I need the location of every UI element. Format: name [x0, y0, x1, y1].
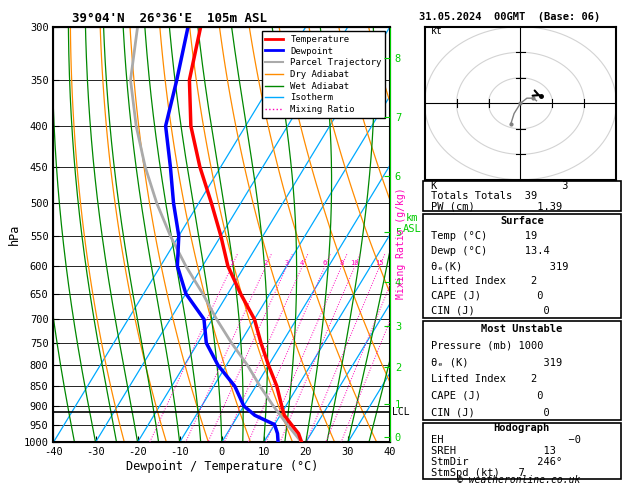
- Text: 31.05.2024  00GMT  (Base: 06): 31.05.2024 00GMT (Base: 06): [419, 12, 600, 22]
- Text: PW (cm)          1.39: PW (cm) 1.39: [431, 201, 562, 211]
- Text: EH                    −0: EH −0: [431, 434, 581, 445]
- Text: θₑ(K)              319: θₑ(K) 319: [431, 261, 568, 271]
- Y-axis label: hPa: hPa: [8, 224, 21, 245]
- Text: Surface: Surface: [500, 216, 543, 226]
- Text: CIN (J)           0: CIN (J) 0: [431, 407, 549, 417]
- Text: 15: 15: [375, 260, 384, 266]
- Text: Dewp (°C)      13.4: Dewp (°C) 13.4: [431, 246, 549, 256]
- Text: CAPE (J)         0: CAPE (J) 0: [431, 291, 543, 301]
- Text: θₑ (K)            319: θₑ (K) 319: [431, 357, 562, 367]
- Text: CIN (J)           0: CIN (J) 0: [431, 306, 549, 316]
- Text: Lifted Index    2: Lifted Index 2: [431, 374, 537, 384]
- Text: 1: 1: [229, 260, 233, 266]
- Text: StmDir           246°: StmDir 246°: [431, 457, 562, 467]
- Text: Most Unstable: Most Unstable: [481, 324, 562, 334]
- Text: CAPE (J)         0: CAPE (J) 0: [431, 390, 543, 400]
- Text: 8: 8: [339, 260, 343, 266]
- Text: Pressure (mb) 1000: Pressure (mb) 1000: [431, 341, 543, 351]
- Text: SREH              13: SREH 13: [431, 446, 555, 456]
- Text: K                    3: K 3: [431, 181, 568, 191]
- Text: Hodograph: Hodograph: [494, 423, 550, 434]
- Text: LCL: LCL: [392, 407, 409, 417]
- X-axis label: Dewpoint / Temperature (°C): Dewpoint / Temperature (°C): [126, 460, 318, 473]
- Text: 39°04'N  26°36'E  105m ASL: 39°04'N 26°36'E 105m ASL: [72, 12, 267, 25]
- Text: Mixing Ratio (g/kg): Mixing Ratio (g/kg): [396, 187, 406, 299]
- Text: Totals Totals  39: Totals Totals 39: [431, 191, 537, 201]
- Text: 2: 2: [264, 260, 267, 266]
- Text: 10: 10: [350, 260, 359, 266]
- Text: 6: 6: [323, 260, 326, 266]
- Y-axis label: km
ASL: km ASL: [403, 213, 421, 235]
- Text: kt: kt: [431, 26, 443, 36]
- Text: 4: 4: [300, 260, 304, 266]
- Legend: Temperature, Dewpoint, Parcel Trajectory, Dry Adiabat, Wet Adiabat, Isotherm, Mi: Temperature, Dewpoint, Parcel Trajectory…: [262, 31, 386, 118]
- Text: Lifted Index    2: Lifted Index 2: [431, 276, 537, 286]
- Text: © weatheronline.co.uk: © weatheronline.co.uk: [457, 474, 581, 485]
- Text: StmSpd (kt)   7: StmSpd (kt) 7: [431, 468, 525, 478]
- Text: Temp (°C)      19: Temp (°C) 19: [431, 231, 537, 241]
- Text: 3: 3: [284, 260, 289, 266]
